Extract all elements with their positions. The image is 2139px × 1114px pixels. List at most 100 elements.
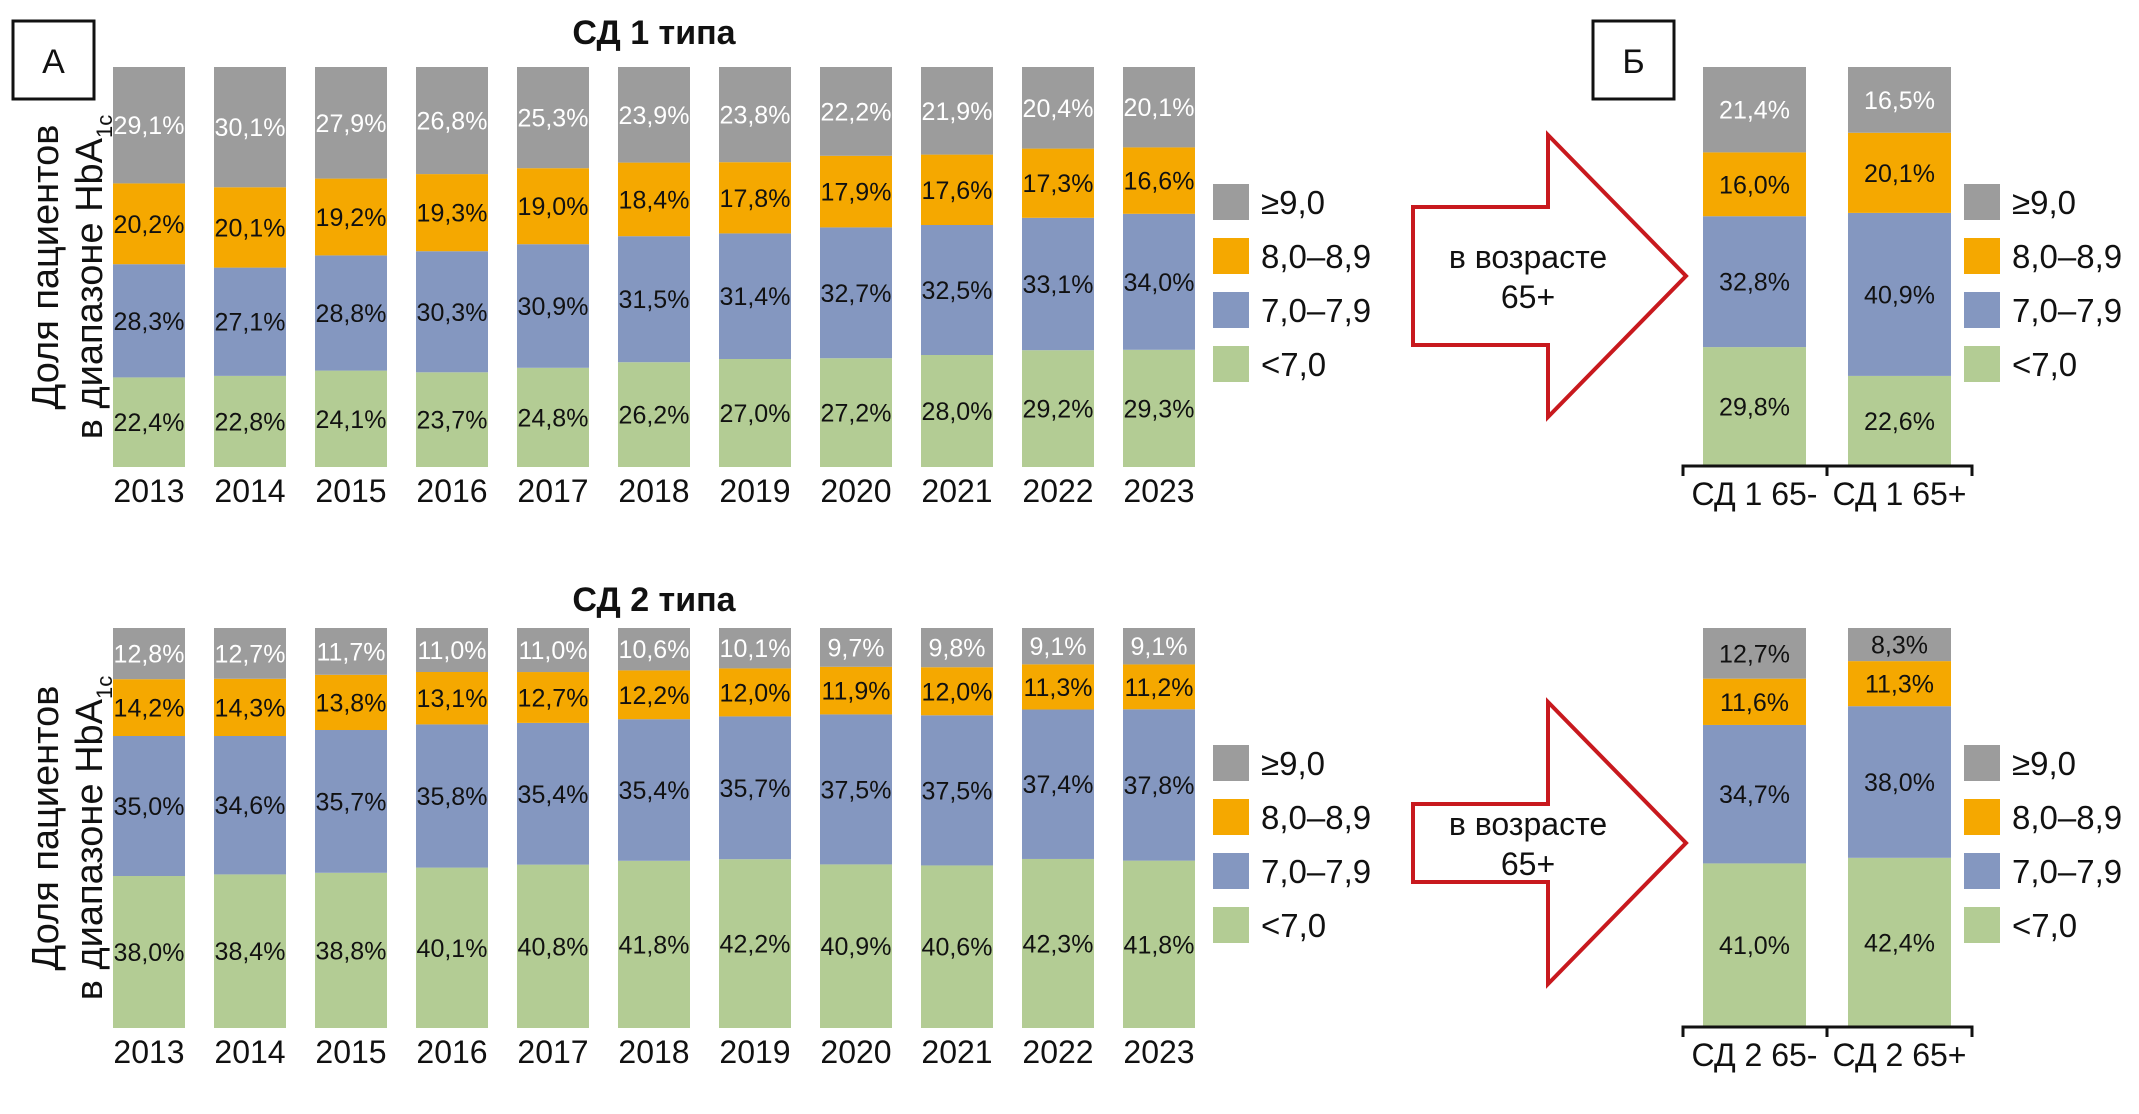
bar-segment-r8-2014 xyxy=(214,187,286,268)
bar-segment-ge9-СД-2-65+ xyxy=(1848,628,1951,662)
bar-segment-r8-СД-2-65+ xyxy=(1848,661,1951,707)
data-label: 8,3% xyxy=(1871,632,1928,660)
data-label: 32,5% xyxy=(922,277,993,305)
bar-segment-ge9-СД-2-65- xyxy=(1703,628,1806,679)
legend-swatch-r7 xyxy=(1213,292,1249,328)
data-label: 27,1% xyxy=(215,309,286,337)
bar-segment-r7-2013 xyxy=(113,736,185,876)
bar-segment-r7-2019 xyxy=(719,716,791,860)
bar-segment-r8-2016 xyxy=(416,174,488,252)
data-label: 11,2% xyxy=(1124,674,1193,702)
x-tick-label: 2013 xyxy=(113,1034,184,1070)
bar-segment-r7-2023 xyxy=(1123,213,1195,350)
data-label: 35,7% xyxy=(720,775,791,803)
bar-segment-lt7-2020 xyxy=(820,864,892,1028)
bar-segment-r8-2019 xyxy=(719,162,791,234)
x-tick-label: СД 1 65+ xyxy=(1833,476,1967,512)
x-tick-label: 2020 xyxy=(820,1034,891,1070)
data-label: 11,9% xyxy=(821,678,890,706)
bar-segment-lt7-2023 xyxy=(1123,349,1195,467)
data-label: 20,2% xyxy=(114,211,185,239)
data-label: 35,7% xyxy=(316,788,387,816)
data-label: 35,8% xyxy=(417,783,488,811)
legend-swatch-ge9 xyxy=(1213,184,1249,220)
bar-segment-ge9-2018 xyxy=(618,628,690,671)
bar-segment-r7-2023 xyxy=(1123,709,1195,861)
bar-segment-r7-2014 xyxy=(214,736,286,875)
bar-segment-ge9-2017 xyxy=(517,628,589,673)
bar-segment-r8-2013 xyxy=(113,679,185,736)
legend-swatch-r7 xyxy=(1964,292,2000,328)
data-label: 10,6% xyxy=(619,636,690,664)
data-label: 35,4% xyxy=(518,781,589,809)
data-label: 21,4% xyxy=(1719,97,1790,125)
data-label: 38,0% xyxy=(1864,769,1935,797)
data-label: 9,7% xyxy=(828,634,885,662)
data-label: 32,8% xyxy=(1719,269,1790,297)
y-axis-label-bottom: Доля пациентов в диапазоне HbA1c xyxy=(25,676,117,1001)
bar-segment-r7-2018 xyxy=(618,719,690,861)
data-label: 32,7% xyxy=(821,280,892,308)
bar-segment-r7-2015 xyxy=(315,255,387,371)
data-label: 40,9% xyxy=(821,933,892,961)
bar-segment-r8-2022 xyxy=(1022,148,1094,218)
bar-segment-lt7-2015 xyxy=(315,370,387,467)
bar-segment-r7-2014 xyxy=(214,267,286,376)
bar-segment-lt7-2016 xyxy=(416,372,488,467)
panel-a-label: А xyxy=(11,19,96,101)
legend-swatch-r8 xyxy=(1213,238,1249,274)
ylabel-sub: 1c xyxy=(92,676,117,699)
legend-swatch-r7 xyxy=(1213,853,1249,889)
bar-segment-r7-2017 xyxy=(517,722,589,865)
bar-segment-ge9-СД-1-65+ xyxy=(1848,67,1951,133)
arrow-right-icon xyxy=(1411,697,1689,989)
panel-b-letter: Б xyxy=(1622,43,1644,81)
data-label: 33,1% xyxy=(1023,271,1094,299)
legend-label: 8,0–8,9 xyxy=(2012,238,2122,275)
bar-segment-lt7-2017 xyxy=(517,367,589,467)
x-tick-label: 2018 xyxy=(618,473,689,509)
bar-segment-ge9-2020 xyxy=(820,628,892,667)
bar-segment-lt7-2021 xyxy=(921,355,993,467)
legend-swatch-lt7 xyxy=(1964,346,2000,382)
legend-label: ≥9,0 xyxy=(1261,745,1325,782)
data-label: 9,1% xyxy=(1131,633,1188,661)
bar-segment-ge9-2016 xyxy=(416,67,488,175)
legend: ≥9,0 8,0–8,9 7,0–7,9 <7,0 xyxy=(1964,184,2122,383)
data-label: 28,0% xyxy=(922,398,993,426)
data-label: 30,1% xyxy=(215,114,286,142)
bar-segment-r8-2022 xyxy=(1022,664,1094,710)
bar-segment-ge9-2022 xyxy=(1022,67,1094,149)
data-label: 12,7% xyxy=(1719,640,1790,668)
plots: 22,4% 28,3% 20,2% 29,1% 2013 22,8% 27,1% 20,1% 3… xyxy=(113,67,2122,1073)
data-label: 40,6% xyxy=(922,934,993,962)
data-label: 26,8% xyxy=(417,108,488,136)
x-tick-label: 2022 xyxy=(1022,1034,1093,1070)
legend-swatch-lt7 xyxy=(1213,907,1249,943)
legend-label: ≥9,0 xyxy=(2012,745,2076,782)
x-tick-label: 2021 xyxy=(921,1034,992,1070)
data-label: 13,8% xyxy=(316,689,387,717)
bar-segment-lt7-2014 xyxy=(214,874,286,1028)
legend-label: <7,0 xyxy=(2012,907,2077,944)
data-label: 23,9% xyxy=(619,102,690,130)
x-tick-label: 2014 xyxy=(214,1034,285,1070)
data-label: 12,2% xyxy=(619,682,690,710)
data-label: 12,7% xyxy=(518,684,589,712)
bar-segment-r8-2023 xyxy=(1123,147,1195,214)
bar-segment-ge9-2019 xyxy=(719,628,791,669)
data-label: 29,2% xyxy=(1023,396,1094,424)
arrow-text-line1: в возрасте xyxy=(1449,239,1607,275)
arrow-text-line1: в возрасте xyxy=(1449,806,1607,842)
data-label: 27,2% xyxy=(821,400,892,428)
legend-label: <7,0 xyxy=(1261,907,1326,944)
bar-segment-lt7-2021 xyxy=(921,865,993,1028)
data-label: 35,0% xyxy=(114,793,185,821)
data-label: 22,8% xyxy=(215,408,286,436)
x-axis-line xyxy=(1681,464,1974,476)
ylabel-main: в диапазоне HbA xyxy=(69,137,111,439)
data-label: 41,8% xyxy=(619,931,690,959)
legend: ≥9,0 8,0–8,9 7,0–7,9 <7,0 xyxy=(1213,184,1371,383)
x-axis-line xyxy=(1681,1025,1974,1037)
panel-b-label: Б xyxy=(1591,19,1676,101)
